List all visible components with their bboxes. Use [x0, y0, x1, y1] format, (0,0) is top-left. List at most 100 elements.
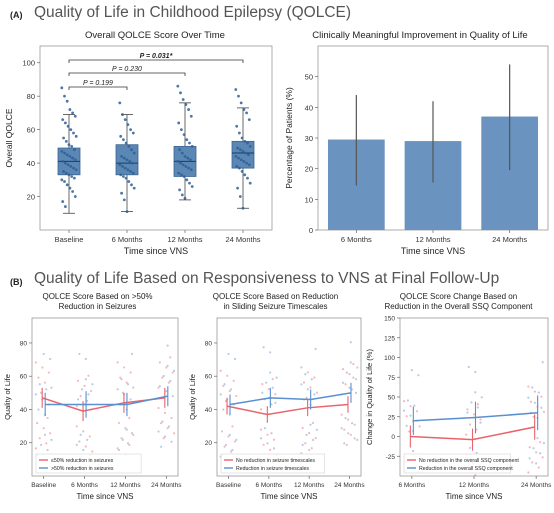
data-point	[537, 391, 540, 394]
data-point	[315, 391, 319, 394]
data-point	[528, 457, 531, 460]
data-point	[73, 114, 77, 118]
chart-b1-title: QOLCE Score Based on >50% Reduction in S…	[10, 292, 185, 312]
data-point	[344, 417, 347, 420]
data-point	[475, 451, 478, 455]
data-point	[241, 149, 245, 153]
data-point	[535, 451, 538, 454]
data-point	[409, 405, 412, 408]
data-point	[68, 186, 72, 190]
data-point	[356, 366, 359, 369]
x-tick-label: 6 Months	[255, 482, 282, 489]
data-point	[64, 171, 68, 175]
data-point	[238, 195, 242, 198]
data-point	[469, 423, 472, 426]
data-point	[167, 425, 171, 428]
data-point	[189, 158, 192, 162]
p-value-label: P = 0.199	[83, 80, 113, 87]
data-point	[130, 148, 133, 152]
significance-bracket	[68, 59, 244, 63]
data-point	[62, 170, 65, 173]
data-point	[120, 155, 123, 158]
data-point	[418, 425, 421, 428]
data-point	[308, 448, 311, 452]
data-point	[527, 385, 530, 388]
data-point	[132, 151, 136, 155]
data-point	[126, 168, 130, 172]
x-tick-label: 24 Months	[151, 482, 182, 489]
data-point	[274, 393, 277, 396]
x-tick-label: 6 Months	[112, 235, 143, 244]
data-point	[310, 447, 313, 450]
data-point	[527, 396, 530, 399]
y-tick-label: 40	[305, 103, 313, 112]
data-point	[75, 443, 78, 447]
y-axis-label: Change in Quality of Life (%)	[365, 349, 374, 445]
data-point	[72, 131, 75, 135]
data-point	[189, 168, 193, 172]
data-point	[170, 440, 173, 443]
data-point	[238, 166, 241, 170]
data-point	[417, 374, 420, 377]
data-point	[235, 165, 239, 168]
data-point	[314, 437, 317, 440]
data-point	[532, 415, 535, 419]
y-tick-label: 125	[384, 335, 395, 342]
data-point	[84, 445, 87, 448]
data-point	[243, 173, 247, 177]
x-tick-label: 6 Months	[341, 235, 372, 244]
data-point	[121, 113, 124, 116]
y-axis-label: Percentage of Patients (%)	[284, 87, 294, 189]
y-tick-label: 40	[20, 407, 28, 414]
data-point	[263, 427, 267, 430]
data-point	[73, 195, 77, 198]
data-point	[65, 153, 69, 157]
data-point	[79, 433, 82, 436]
data-point	[128, 416, 131, 420]
data-point	[313, 376, 316, 379]
data-point	[542, 442, 546, 445]
data-point	[230, 388, 233, 391]
data-point	[304, 442, 307, 445]
data-point	[42, 427, 45, 430]
data-point	[348, 373, 351, 376]
data-point	[69, 165, 73, 168]
data-point	[354, 378, 358, 381]
x-tick-label: 24 Months	[521, 482, 552, 489]
y-axis-label: Quality of Life	[3, 374, 12, 420]
data-point	[300, 383, 303, 386]
data-point	[169, 356, 172, 359]
data-point	[180, 128, 183, 132]
data-point	[60, 86, 64, 90]
data-point	[219, 369, 222, 372]
data-point	[242, 160, 246, 163]
data-point	[247, 118, 251, 121]
y-tick-label: 100	[22, 59, 35, 68]
data-point	[313, 393, 316, 396]
data-point	[71, 190, 74, 193]
data-point	[37, 376, 40, 379]
data-point	[181, 98, 185, 101]
data-point	[38, 437, 41, 440]
data-point	[49, 432, 52, 435]
data-point	[125, 381, 128, 384]
data-point	[177, 171, 181, 175]
data-point	[127, 144, 131, 148]
x-tick-label: 12 Months	[167, 235, 202, 244]
data-point	[67, 143, 71, 147]
data-point	[349, 361, 352, 364]
p-value-label: P = 0.230	[112, 66, 142, 73]
data-point	[129, 371, 132, 374]
legend-label: Reduction in the overall SSQ component	[419, 466, 513, 472]
data-point	[67, 173, 71, 177]
chart-b3-title-line2: Reduction in the Overall SSQ Component	[384, 302, 533, 311]
chart-b3-title: QOLCE Score Change Based on Reduction in…	[366, 292, 551, 312]
data-point	[262, 346, 265, 349]
data-point	[70, 175, 74, 178]
data-point	[405, 424, 408, 427]
data-point	[527, 471, 530, 474]
data-point	[531, 461, 534, 464]
data-point	[272, 447, 276, 450]
y-tick-label: 40	[27, 159, 35, 168]
data-point	[235, 438, 238, 441]
